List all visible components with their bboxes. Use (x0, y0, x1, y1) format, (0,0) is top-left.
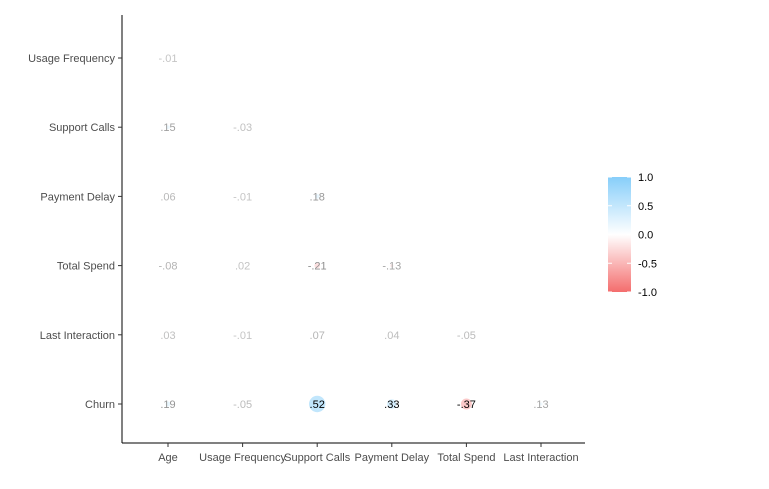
cell-marker-total-spend-age (167, 264, 169, 267)
legend-tick-label-1: 0.5 (638, 201, 653, 213)
cell-label-support-calls-age: .15 (160, 122, 175, 134)
cell-label-last-interaction-age: .03 (160, 330, 175, 342)
color-legend: 1.0 0.5 0.0 -0.5 -1.0 (608, 172, 657, 299)
cell-label-churn-age: .19 (160, 399, 175, 411)
cell-marker-last-interaction-payment-delay (391, 334, 393, 336)
cell-marker-last-interaction-support-calls (316, 334, 318, 336)
x-tick-label-support-calls: Support Calls (284, 452, 351, 464)
cell-label-churn-usage-frequency: -.05 (233, 399, 252, 411)
cell-marker-churn-payment-delay (387, 399, 397, 409)
x-tick-label-usage-frequency: Usage Frequency (199, 452, 286, 464)
legend-tick-label-4: -1.0 (638, 287, 657, 299)
cell-label-total-spend-usage-frequency: .02 (235, 261, 250, 273)
cell-marker-support-calls-usage-frequency (242, 126, 243, 128)
cell-label-total-spend-age: -.08 (159, 261, 178, 273)
cell-marker-total-spend-payment-delay (390, 264, 394, 268)
legend-tick-label-2: 0.0 (638, 230, 653, 242)
cell-marker-total-spend-support-calls (314, 262, 320, 269)
cells-layer: -.01 .15 -.03 .06 -.01 .18 -.08 .02 -.21 -.13 .03 -… (159, 53, 549, 413)
cell-label-total-spend-support-calls: -.21 (308, 261, 327, 273)
cell-marker-last-interaction-age (167, 334, 169, 336)
x-tick-label-total-spend: Total Spend (437, 452, 495, 464)
cell-marker-churn-age (165, 401, 171, 407)
cell-label-payment-delay-usage-frequency: -.01 (233, 191, 252, 203)
cell-label-last-interaction-usage-frequency: -.01 (233, 330, 252, 342)
y-tick-label-last-interaction: Last Interaction (40, 330, 115, 342)
cell-marker-support-calls-age (166, 125, 170, 130)
cell-label-churn-last-interaction: .13 (533, 399, 548, 411)
cell-label-last-interaction-support-calls: .07 (310, 330, 325, 342)
y-tick-label-payment-delay: Payment Delay (40, 191, 115, 203)
legend-tick-label-3: -0.5 (638, 258, 657, 270)
cell-label-usage-frequency-age: -.01 (159, 53, 178, 65)
cell-label-payment-delay-age: .06 (160, 191, 175, 203)
cell-label-churn-support-calls: .52 (310, 399, 325, 411)
cell-label-support-calls-usage-frequency: -.03 (233, 122, 252, 134)
x-tick-label-payment-delay: Payment Delay (355, 452, 430, 464)
cell-label-last-interaction-total-spend: -.05 (457, 330, 476, 342)
cell-label-total-spend-payment-delay: -.13 (382, 261, 401, 273)
x-tick-label-age: Age (158, 452, 178, 464)
cell-marker-churn-total-spend (460, 398, 472, 410)
legend-tick-label-0: 1.0 (638, 172, 653, 184)
legend-colorbar (608, 177, 631, 292)
y-tick-label-support-calls: Support Calls (49, 122, 116, 134)
x-tick-label-last-interaction: Last Interaction (503, 452, 578, 464)
cell-label-last-interaction-payment-delay: .04 (384, 330, 399, 342)
cell-label-payment-delay-support-calls: .18 (310, 191, 325, 203)
cell-marker-churn-last-interaction (539, 402, 543, 406)
y-tick-label-usage-frequency: Usage Frequency (28, 53, 115, 65)
y-tick-label-churn: Churn (85, 399, 115, 411)
cell-marker-payment-delay-support-calls (314, 194, 320, 199)
cell-marker-churn-usage-frequency (242, 403, 244, 405)
y-tick-label-total-spend: Total Spend (57, 261, 115, 273)
cell-marker-payment-delay-age (167, 195, 169, 198)
cell-label-churn-total-spend: -.37 (457, 399, 476, 411)
cell-marker-churn-support-calls (308, 395, 326, 413)
cell-label-churn-payment-delay: .33 (384, 399, 399, 411)
cell-marker-last-interaction-total-spend (465, 334, 467, 336)
